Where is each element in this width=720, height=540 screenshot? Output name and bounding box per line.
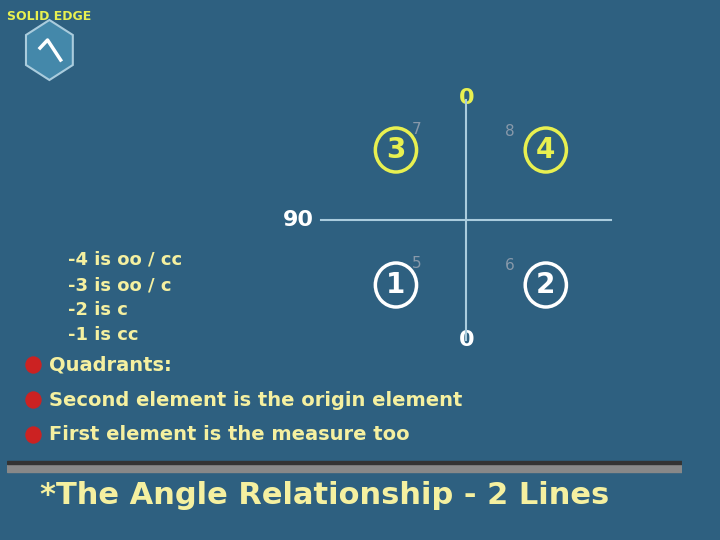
Text: 5: 5	[412, 255, 421, 271]
Text: 3: 3	[386, 136, 405, 164]
Text: 0: 0	[459, 330, 474, 350]
Text: 7: 7	[412, 123, 421, 138]
Circle shape	[26, 392, 41, 408]
Text: Quadrants:: Quadrants:	[50, 355, 172, 375]
Text: 90: 90	[282, 210, 313, 230]
Text: -4 is oo / cc: -4 is oo / cc	[68, 251, 182, 269]
Bar	[7, 464, 682, 472]
Polygon shape	[26, 20, 73, 80]
Text: 8: 8	[505, 125, 515, 139]
Text: Second element is the origin element: Second element is the origin element	[50, 390, 463, 409]
Circle shape	[26, 357, 41, 373]
Text: 1: 1	[387, 271, 405, 299]
Text: *The Angle Relationship - 2 Lines: *The Angle Relationship - 2 Lines	[40, 481, 609, 510]
Text: 0: 0	[459, 88, 474, 108]
Circle shape	[26, 427, 41, 443]
Text: 6: 6	[505, 258, 515, 273]
Text: -3 is oo / c: -3 is oo / c	[68, 276, 171, 294]
Text: First element is the measure too: First element is the measure too	[50, 426, 410, 444]
Bar	[7, 461, 682, 464]
Text: 4: 4	[536, 136, 556, 164]
Text: -1 is cc: -1 is cc	[68, 326, 139, 344]
Text: SOLID EDGE: SOLID EDGE	[7, 10, 91, 23]
Text: 2: 2	[536, 271, 556, 299]
Text: -2 is c: -2 is c	[68, 301, 128, 319]
